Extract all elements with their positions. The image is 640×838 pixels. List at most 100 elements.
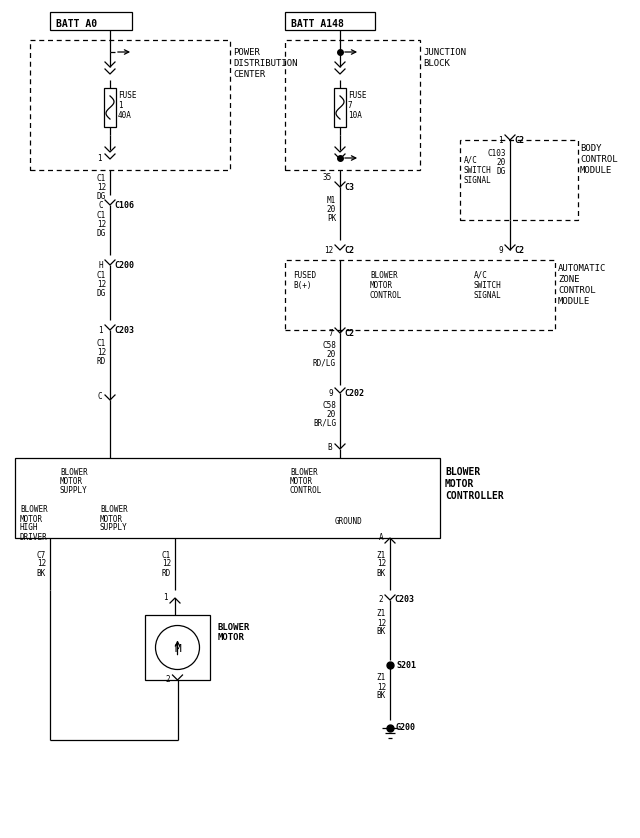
Text: Z1: Z1	[377, 609, 386, 618]
Text: 12: 12	[97, 183, 106, 192]
Bar	[285, 12, 375, 30]
Text: C1: C1	[162, 551, 171, 560]
Text: SWITCH: SWITCH	[464, 165, 492, 174]
Text: 12: 12	[97, 280, 106, 288]
Text: A: A	[378, 534, 383, 542]
Text: SIGNAL: SIGNAL	[464, 175, 492, 184]
Text: ZONE: ZONE	[558, 275, 579, 283]
Text: A/C: A/C	[474, 271, 488, 280]
Text: 12: 12	[36, 560, 46, 568]
Text: B(+): B(+)	[293, 281, 312, 289]
Text: 12: 12	[162, 560, 171, 568]
Text: RD: RD	[97, 356, 106, 365]
Text: 12: 12	[377, 682, 386, 691]
Text: MOTOR: MOTOR	[60, 477, 83, 485]
Text: MODULE: MODULE	[580, 165, 612, 174]
Text: SIGNAL: SIGNAL	[474, 291, 502, 299]
Text: CONTROL: CONTROL	[290, 485, 323, 494]
Text: PK: PK	[327, 214, 336, 223]
Bar	[285, 260, 555, 330]
Text: DISTRIBUTION: DISTRIBUTION	[233, 59, 298, 68]
Text: 12: 12	[377, 560, 386, 568]
Bar	[145, 615, 210, 680]
Text: CONTROL: CONTROL	[558, 286, 596, 294]
Text: 9: 9	[499, 246, 503, 255]
Text: 12: 12	[377, 618, 386, 628]
Text: MOTOR: MOTOR	[445, 479, 474, 489]
Text: 10A: 10A	[348, 111, 362, 120]
Text: MOTOR: MOTOR	[100, 515, 123, 524]
Text: JUNCTION: JUNCTION	[423, 48, 466, 56]
Text: 9: 9	[328, 389, 333, 397]
Text: DG: DG	[497, 167, 506, 175]
Text: C103: C103	[488, 148, 506, 158]
Text: C1: C1	[97, 210, 106, 220]
Text: G200: G200	[396, 723, 416, 732]
Text: 20: 20	[327, 410, 336, 418]
Text: C1: C1	[97, 271, 106, 280]
Text: 12: 12	[97, 220, 106, 229]
Text: A/C: A/C	[464, 156, 478, 164]
Text: 12: 12	[97, 348, 106, 356]
Text: BLOWER: BLOWER	[100, 505, 128, 515]
Text: C7: C7	[36, 551, 46, 560]
Text: C2: C2	[514, 136, 524, 144]
Text: 20: 20	[327, 204, 336, 214]
Text: RD: RD	[162, 568, 171, 577]
Text: MOTOR: MOTOR	[20, 515, 43, 524]
Bar	[15, 458, 440, 538]
Text: C3: C3	[344, 183, 354, 192]
Text: FUSED: FUSED	[293, 271, 316, 280]
Text: DG: DG	[97, 288, 106, 297]
Text: BATT A148: BATT A148	[291, 19, 344, 29]
Text: BR/LG: BR/LG	[313, 418, 336, 427]
Text: DG: DG	[97, 192, 106, 200]
Bar	[50, 12, 132, 30]
Text: 2: 2	[166, 675, 170, 685]
Text: 2: 2	[378, 596, 383, 604]
Text: C200: C200	[114, 261, 134, 270]
Text: CENTER: CENTER	[233, 70, 265, 79]
Text: FUSE: FUSE	[348, 91, 367, 100]
Text: C202: C202	[344, 389, 364, 397]
Text: FUSE: FUSE	[118, 91, 136, 100]
Text: BLOWER: BLOWER	[20, 505, 48, 515]
Text: 1: 1	[99, 325, 103, 334]
Text: DRIVER: DRIVER	[20, 532, 48, 541]
Text: S201: S201	[396, 660, 416, 670]
Text: RD/LG: RD/LG	[313, 359, 336, 368]
Text: C: C	[97, 391, 102, 401]
Text: 1: 1	[97, 153, 102, 163]
Text: BLOCK: BLOCK	[423, 59, 450, 68]
Text: C203: C203	[114, 325, 134, 334]
Text: 12: 12	[324, 246, 333, 255]
Text: C106: C106	[114, 200, 134, 210]
Text: 35: 35	[323, 173, 332, 182]
Text: M: M	[174, 644, 181, 654]
Text: BLOWER: BLOWER	[60, 468, 88, 477]
Text: BK: BK	[377, 628, 386, 637]
Text: SWITCH: SWITCH	[474, 281, 502, 289]
Text: MODULE: MODULE	[558, 297, 590, 306]
Text: C58: C58	[322, 401, 336, 410]
Text: C1: C1	[97, 173, 106, 183]
Text: 1: 1	[163, 593, 168, 603]
Text: MOTOR: MOTOR	[290, 477, 313, 485]
Text: HIGH: HIGH	[20, 524, 38, 532]
Text: BK: BK	[377, 568, 386, 577]
Text: AUTOMATIC: AUTOMATIC	[558, 263, 606, 272]
Text: Z1: Z1	[377, 551, 386, 560]
Text: SUPPLY: SUPPLY	[60, 485, 88, 494]
Text: 20: 20	[327, 349, 336, 359]
Text: C1: C1	[97, 339, 106, 348]
Text: MOTOR: MOTOR	[370, 281, 393, 289]
Text: GROUND: GROUND	[335, 518, 363, 526]
Text: 20: 20	[497, 158, 506, 167]
Text: POWER: POWER	[233, 48, 260, 56]
Text: BATT A0: BATT A0	[56, 19, 97, 29]
Text: SUPPLY: SUPPLY	[100, 524, 128, 532]
Text: C: C	[99, 200, 103, 210]
Text: C58: C58	[322, 340, 336, 349]
Text: BODY: BODY	[580, 143, 602, 153]
Text: C2: C2	[344, 328, 354, 338]
